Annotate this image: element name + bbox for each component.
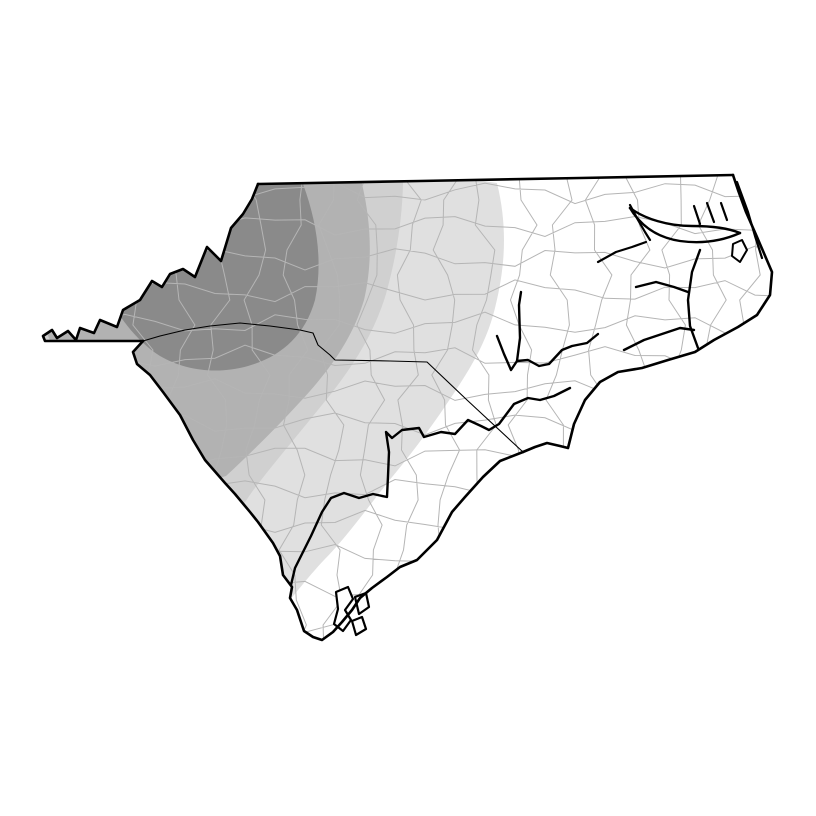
- roanoke-river: [596, 240, 648, 264]
- pamlico-sound-west-shore: [686, 248, 702, 350]
- perquimans-river: [692, 204, 702, 226]
- nc-tn-ga-western-border: [41, 182, 260, 343]
- pasquotank-river: [705, 201, 716, 224]
- coastal-islands-layer: [332, 239, 748, 637]
- rivers-and-sounds-layer: [289, 180, 764, 587]
- charleston-estuary-island-3: [350, 615, 368, 637]
- charleston-estuary-island-1: [332, 585, 355, 633]
- roanoke-island: [731, 239, 748, 263]
- albemarle-sound-south-shore: [628, 206, 742, 244]
- pee-dee-santee-edisto-rivers: [289, 386, 572, 587]
- albemarle-sound-north-shore: [628, 206, 742, 235]
- sc-coastline-and-ga-border: [131, 339, 525, 642]
- nc-va-northern-border: [256, 173, 735, 186]
- pamlico-river-estuary: [634, 280, 690, 294]
- nc-atlantic-coastline: [521, 173, 774, 454]
- neuse-river-estuary: [622, 326, 696, 352]
- nc-sc-border-layer: [142, 322, 524, 453]
- nc-sc-state-border: [142, 322, 524, 453]
- state-borders-layer: [41, 173, 774, 642]
- north-river: [719, 201, 729, 222]
- northeast-cape-fear-river: [515, 332, 600, 368]
